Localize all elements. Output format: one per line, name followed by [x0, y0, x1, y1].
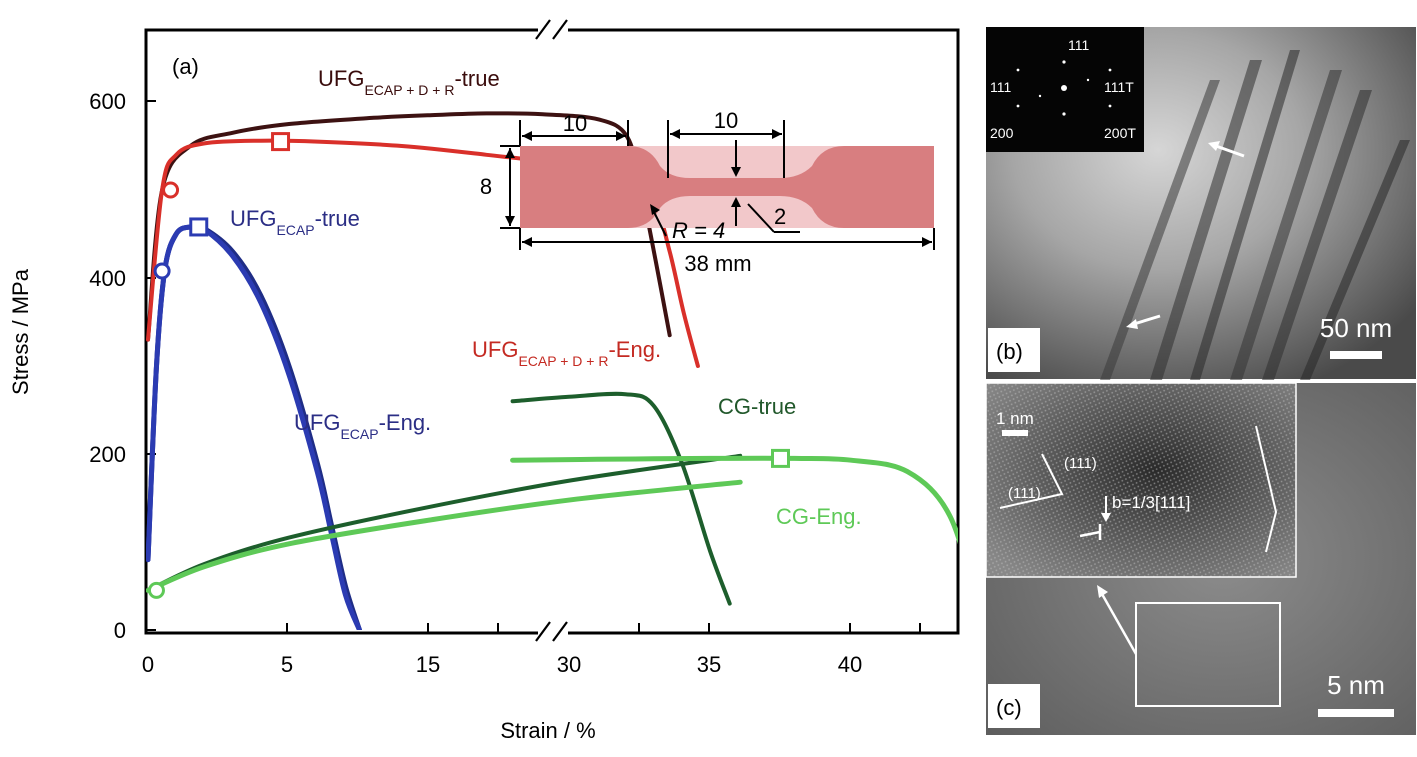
twin-bands	[1100, 50, 1410, 380]
series-line-ufg-eng	[146, 223, 362, 630]
inset-scale-bar	[1002, 430, 1028, 436]
dim-radius: R = 4	[672, 218, 725, 243]
scale-bar-c	[1318, 709, 1394, 717]
diffraction-label: 111T	[1104, 79, 1134, 95]
panel-c-label-box	[988, 684, 1040, 728]
arrowhead	[1101, 513, 1111, 522]
specimen-shape	[520, 146, 934, 228]
dim-neck: 2	[774, 204, 786, 229]
arrowhead	[1097, 585, 1108, 598]
twin-arrow	[1215, 144, 1245, 158]
uts-marker	[271, 132, 291, 152]
zoom-region	[1135, 602, 1281, 707]
diffraction-label: 200	[990, 125, 1014, 141]
label-cg-true: CG-true	[718, 394, 796, 419]
arrowhead	[650, 204, 660, 215]
label-ufg-dr-eng: UFGECAP + D + R-Eng.	[472, 337, 661, 369]
label-ufg-dr-true: UFGECAP + D + R-true	[318, 66, 500, 98]
dim-height: 8	[480, 174, 492, 199]
label-ufg-eng: UFGECAP-Eng.	[294, 410, 431, 442]
hrtem-inset-border	[985, 382, 1297, 578]
plot-frame	[144, 28, 960, 635]
zoom-arrow	[1100, 593, 1138, 655]
label-cg-eng: CG-Eng.	[776, 504, 862, 529]
dim-top-right: 10	[714, 108, 738, 133]
specimen-drawing: 10 10 8 R = 4 2	[480, 108, 935, 276]
arrowhead	[1126, 319, 1138, 329]
panel-c-label: (c)	[996, 695, 1022, 720]
y-tick-label: 200	[89, 442, 126, 467]
y-tick-label: 0	[114, 618, 126, 643]
panel-a-label: (a)	[172, 54, 199, 79]
x-tick-label: 30	[557, 652, 581, 677]
inset-scale-bar-label: 1 nm	[996, 409, 1034, 428]
scale-bar-b	[1330, 351, 1382, 359]
label-ufg-true: UFGECAP-true	[230, 206, 360, 238]
series-line-cg-eng	[510, 455, 958, 545]
axis-break-mark	[552, 621, 568, 642]
hrtem-lattice	[986, 383, 1296, 577]
scale-bar-label-b: 50 nm	[1320, 313, 1392, 343]
uts-marker	[771, 448, 790, 468]
diffraction-label: 111	[1068, 37, 1089, 53]
burgers-label: b=1/3[111]	[1112, 493, 1190, 512]
dislocation-mark	[1079, 530, 1101, 538]
x-tick-label: 0	[142, 652, 154, 677]
dim-line	[747, 203, 775, 233]
plane-label-1: (111)	[1064, 455, 1097, 472]
arrowhead	[1208, 141, 1220, 151]
uts-marker	[189, 217, 209, 237]
x-axis-label: Strain / %	[500, 718, 595, 743]
x-tick-label: 15	[416, 652, 440, 677]
panel-b-label-box	[988, 328, 1040, 372]
panel-b-label: (b)	[996, 339, 1023, 364]
arrowhead	[731, 167, 741, 177]
axis-break-mark	[552, 19, 568, 40]
y-tick-label: 600	[89, 89, 126, 114]
series-line-cg-true	[510, 391, 732, 606]
arrowhead	[731, 197, 741, 207]
x-tick-label: 35	[697, 652, 721, 677]
diffraction-label: 111	[990, 79, 1011, 95]
plane-label-2: (111)	[1008, 485, 1041, 502]
x-tick-label: 5	[281, 652, 293, 677]
yield-marker	[162, 181, 180, 199]
panel-c: 1 nm (111) (111) b=1/3[111] (c) 5 nm	[985, 382, 1416, 735]
x-tick-label: 40	[838, 652, 862, 677]
series-line-cg-true	[146, 453, 743, 593]
panel-b: 111 111 111T 200 200T (b) 50 nm	[986, 27, 1416, 380]
dim-total: 38 mm	[684, 251, 751, 276]
markers	[147, 132, 790, 599]
y-tick-label: 400	[89, 266, 126, 291]
twin-arrow	[1133, 314, 1161, 326]
y-axis-label: Stress / MPa	[8, 268, 33, 395]
diffraction-label: 200T	[1104, 125, 1136, 141]
y-axis: 0 200 400 600 Stress / MPa	[8, 89, 156, 643]
scale-bar-label-c: 5 nm	[1327, 670, 1385, 700]
series-line-cg-eng	[146, 479, 743, 593]
yield-marker	[153, 262, 171, 280]
x-axis: 0 5 15 30 35 40 Strain / %	[142, 623, 921, 743]
diffraction-spots	[1016, 60, 1112, 116]
axis-break-mark	[535, 19, 551, 40]
axis-break-mark	[535, 621, 551, 642]
panel-a: 0 200 400 600 Stress / MPa 0 5 15 30 35 …	[8, 19, 960, 743]
plane-trace	[999, 453, 1064, 509]
twin-boundary	[1255, 425, 1278, 553]
yield-marker	[147, 581, 165, 599]
dim-top-left: 10	[563, 111, 587, 136]
